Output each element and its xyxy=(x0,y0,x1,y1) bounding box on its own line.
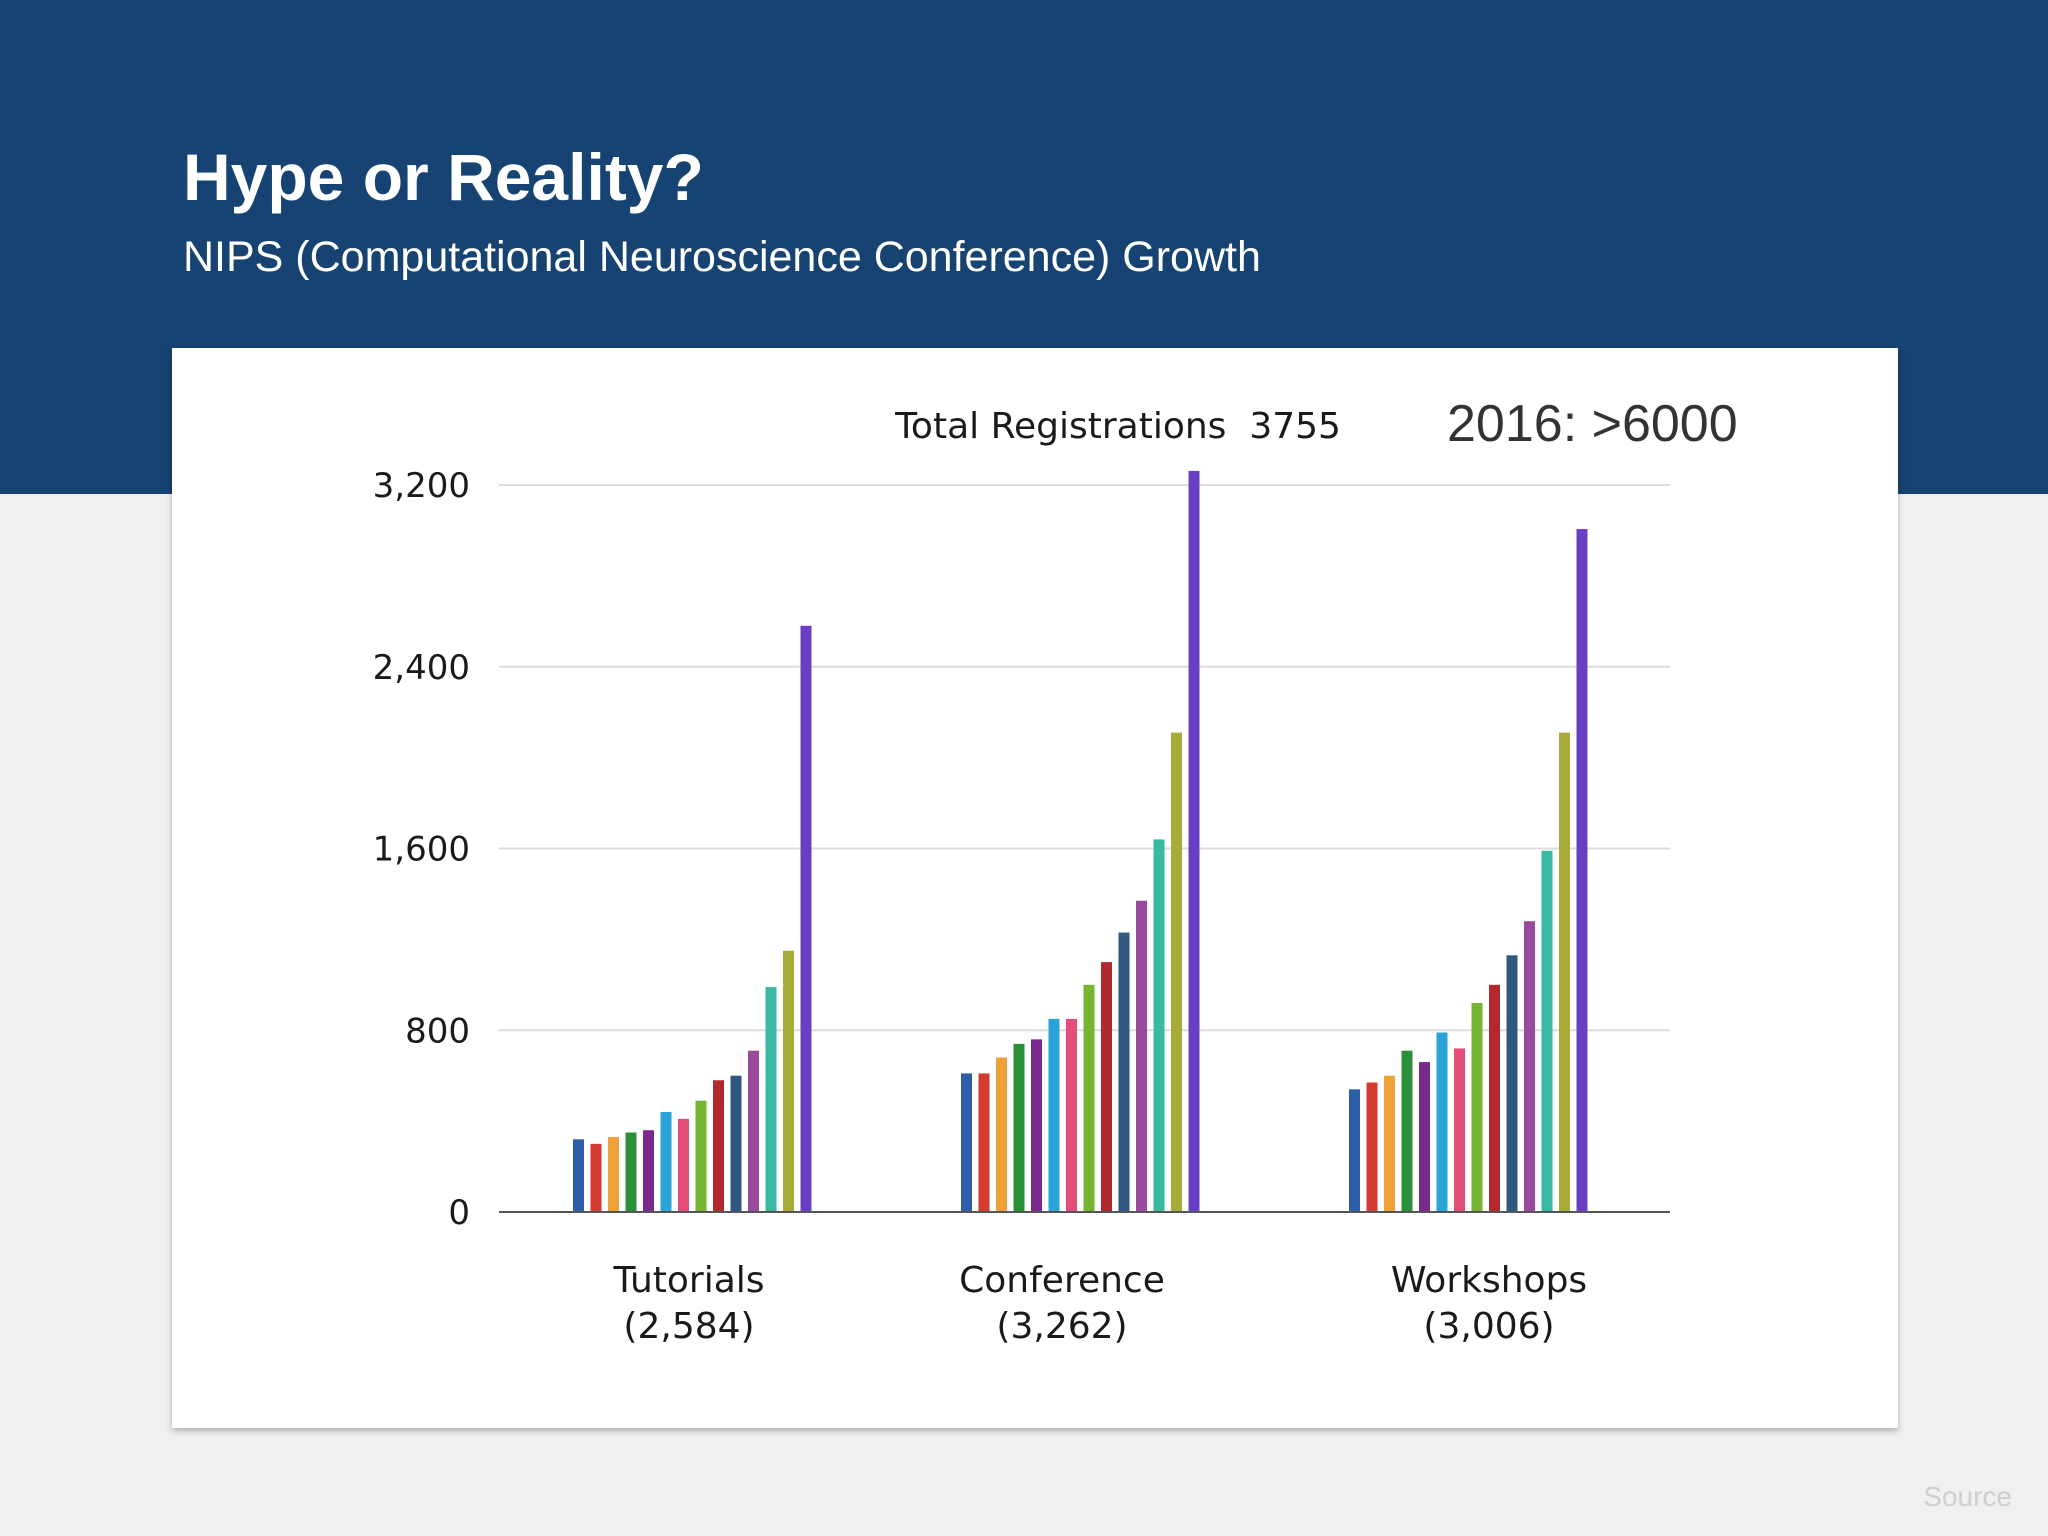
bar xyxy=(1013,1043,1025,1212)
chart-title: Total Registrations 3755 xyxy=(894,406,1341,447)
x-tick-total: (2,584) xyxy=(623,1306,754,1347)
slide-title: Hype or Reality? xyxy=(183,140,704,214)
bar xyxy=(1419,1062,1430,1212)
x-tick-label: Conference xyxy=(959,1260,1165,1301)
source-link[interactable]: Source xyxy=(1923,1481,2012,1512)
bar xyxy=(1349,1089,1360,1212)
bar xyxy=(1066,1018,1077,1212)
bar xyxy=(608,1137,619,1212)
bar xyxy=(765,987,777,1212)
y-tick-labels: 0 800 1,600 2,400 3,200 xyxy=(373,466,470,1233)
gridlines xyxy=(499,484,1670,1032)
bar xyxy=(1489,984,1500,1212)
bar xyxy=(713,1080,724,1212)
annotation-2016: 2016: >6000 xyxy=(1447,398,1738,450)
bar-chart: 0 800 1,600 2,400 3,200 Tutorials (2,584) Conf… xyxy=(373,406,1670,1347)
bar xyxy=(730,1075,742,1212)
y-tick-label: 800 xyxy=(405,1011,470,1051)
bar xyxy=(1401,1050,1413,1212)
bar xyxy=(573,1139,584,1212)
bar xyxy=(1171,732,1182,1212)
bar xyxy=(1471,1002,1483,1212)
bars xyxy=(573,470,1588,1212)
bar xyxy=(1506,955,1518,1212)
bar xyxy=(1153,839,1165,1212)
y-tick-label: 1,600 xyxy=(373,830,470,870)
bar xyxy=(748,1050,759,1212)
x-tick-total: (3,006) xyxy=(1423,1306,1554,1347)
annotation-year: 2016 xyxy=(1447,395,1563,453)
bar xyxy=(1048,1018,1060,1212)
x-tick-label: Tutorials xyxy=(612,1260,764,1301)
bar xyxy=(1101,962,1112,1212)
y-tick-label: 2,400 xyxy=(373,648,470,688)
bar xyxy=(1188,470,1200,1212)
annotation-value: : >6000 xyxy=(1562,395,1738,453)
bar xyxy=(695,1100,707,1212)
bar xyxy=(1136,900,1147,1212)
bar xyxy=(625,1132,637,1212)
x-tick-total: (3,262) xyxy=(996,1306,1127,1347)
bar xyxy=(961,1073,972,1212)
slide-subtitle: NIPS (Computational Neuroscience Confere… xyxy=(183,233,1261,281)
bar xyxy=(1384,1075,1395,1212)
bar xyxy=(783,950,794,1212)
bar xyxy=(1576,529,1588,1212)
bar xyxy=(678,1118,689,1212)
bar xyxy=(1083,984,1095,1212)
x-tick-labels: Tutorials (2,584) Conference (3,262) Worksho… xyxy=(612,1260,1587,1347)
y-tick-label: 3,200 xyxy=(373,466,470,506)
bar xyxy=(1118,932,1130,1212)
bar xyxy=(1454,1048,1465,1212)
bar xyxy=(1366,1082,1378,1212)
chart-card: 0 800 1,600 2,400 3,200 Tutorials (2,584) Conf… xyxy=(172,348,1898,1428)
bar xyxy=(996,1057,1007,1212)
bar xyxy=(660,1112,672,1212)
bar xyxy=(1436,1032,1448,1212)
bar xyxy=(1559,732,1570,1212)
bar xyxy=(1031,1039,1042,1212)
bar xyxy=(643,1130,654,1212)
bar xyxy=(590,1143,602,1212)
bar xyxy=(1524,921,1535,1212)
y-tick-label: 0 xyxy=(448,1193,470,1233)
bar xyxy=(1541,850,1553,1212)
bar xyxy=(800,625,812,1212)
bar xyxy=(978,1073,990,1212)
x-tick-label: Workshops xyxy=(1391,1260,1587,1301)
